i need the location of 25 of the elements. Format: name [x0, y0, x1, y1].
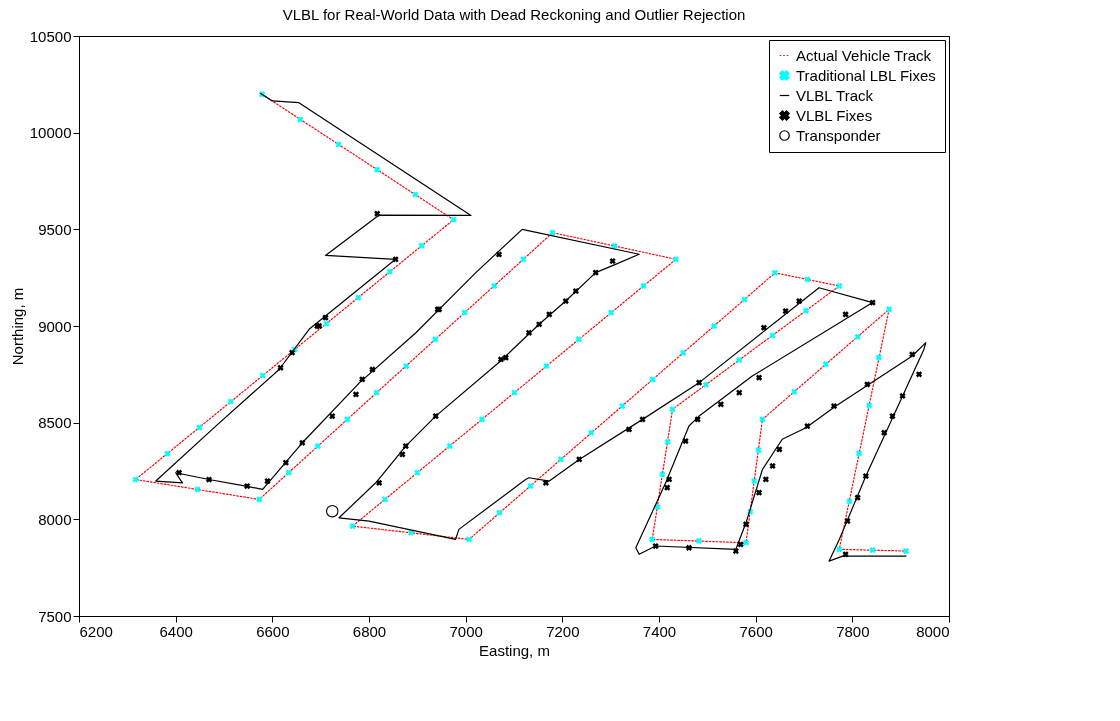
x-tick-label: 6400 [159, 622, 193, 640]
x-tick-label: 6800 [352, 622, 387, 640]
legend-label: Actual Vehicle Track [796, 46, 932, 64]
x-tick-label: 7600 [739, 622, 773, 640]
x-tick-label: 6200 [79, 622, 113, 640]
x-tick-label: 7000 [449, 622, 483, 640]
legend-label: Transponder [796, 126, 881, 144]
y-axis-title: Northing, m [8, 287, 26, 366]
x-tick-label: 8000 [916, 622, 950, 640]
x-tick-label: 6600 [256, 622, 290, 640]
y-tick-label: 10500 [29, 27, 72, 45]
y-tick-label: 8500 [38, 414, 72, 432]
y-tick-label: 8000 [38, 510, 72, 528]
x-tick-label: 7400 [642, 622, 677, 640]
x-tick-label: 7800 [836, 622, 870, 640]
y-tick-label: 10000 [29, 124, 72, 142]
legend-label: VLBL Track [796, 86, 874, 104]
x-axis-title: Easting, m [479, 641, 550, 659]
legend-label: VLBL Fixes [796, 106, 873, 124]
chart-title: VLBL for Real-World Data with Dead Reckoning and Outlier Rejection [282, 6, 746, 23]
legend-label: Traditional LBL Fixes [796, 66, 936, 84]
y-tick-label: 9000 [38, 317, 72, 335]
y-tick-label: 7500 [38, 607, 72, 625]
x-tick-label: 7200 [546, 622, 580, 640]
y-tick-label: 9500 [38, 220, 72, 238]
